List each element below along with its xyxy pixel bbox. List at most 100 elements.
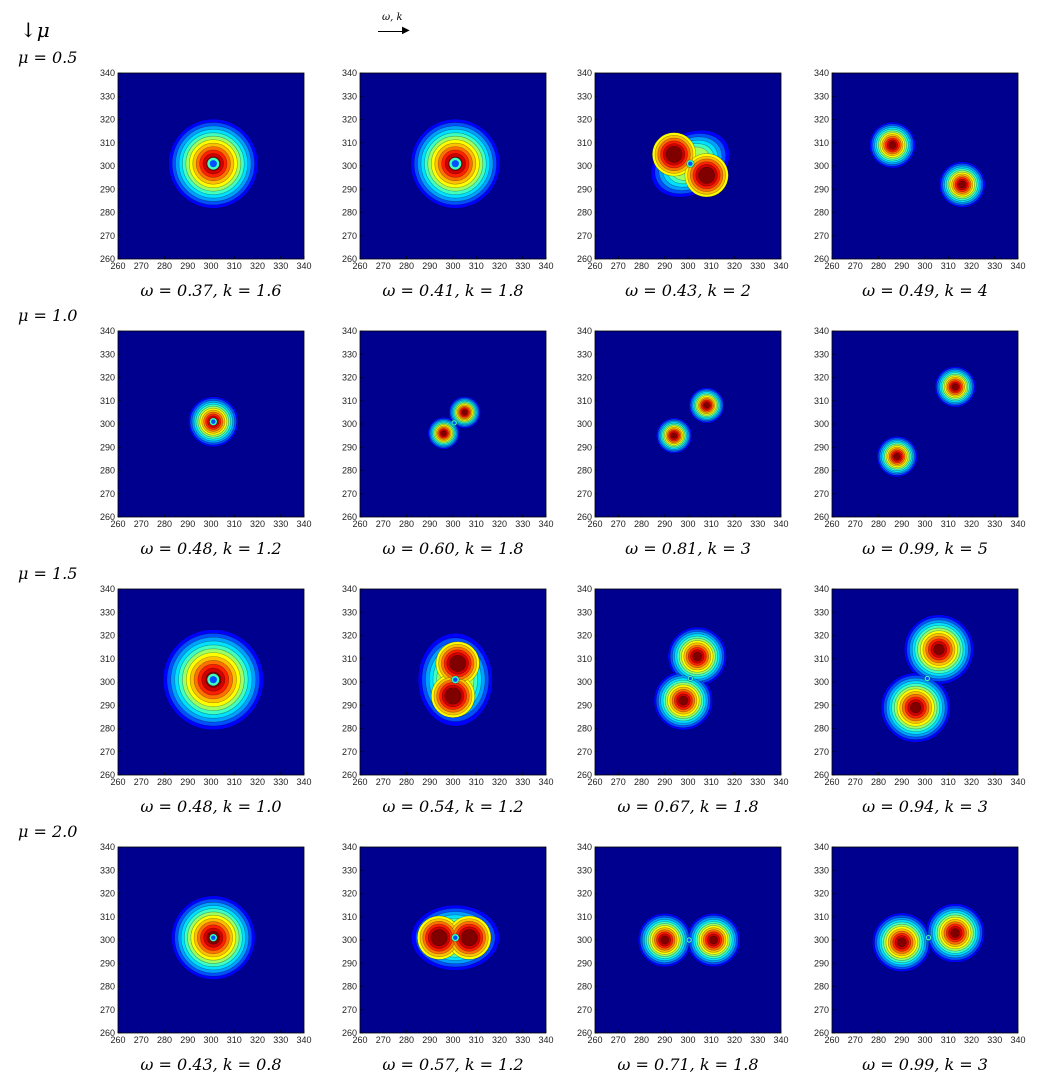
- x-tick-label: 290: [894, 777, 909, 787]
- y-tick-label: 290: [342, 700, 357, 710]
- contour-levels: [427, 396, 481, 450]
- y-tick-label: 300: [100, 161, 115, 171]
- x-tick-label: 260: [587, 1035, 602, 1045]
- x-tick-label: 300: [203, 519, 218, 529]
- x-tick-label: 340: [538, 1035, 553, 1045]
- plot-background: [832, 73, 1018, 259]
- panel-caption: ω = 0.48, k = 1.2: [140, 539, 282, 558]
- y-tick-label: 330: [814, 91, 829, 101]
- y-tick-label: 290: [577, 184, 592, 194]
- y-tick-label: 310: [342, 396, 357, 406]
- y-tick-label: 260: [342, 512, 357, 522]
- vortex-core-inner: [451, 160, 459, 168]
- contour-level: [660, 935, 670, 945]
- x-tick-label: 310: [469, 261, 484, 271]
- x-tick-label: 270: [376, 777, 391, 787]
- y-tick-label: 340: [814, 584, 829, 594]
- y-tick-label: 320: [577, 373, 592, 383]
- contour-level: [951, 383, 959, 391]
- x-tick-label: 340: [296, 777, 311, 787]
- vortex-core-inner: [925, 676, 929, 681]
- y-tick-label: 340: [342, 842, 357, 852]
- contour-panel: 260 270 280 290 300 310 320 330 340 260 270 280 290 3…: [342, 842, 554, 1047]
- x-tick-label: 280: [157, 261, 172, 271]
- x-tick-label: 290: [422, 1035, 437, 1045]
- contour-svg: 260 270 280 290 300 310 320 330 340 260 270 280 290 3…: [814, 68, 1026, 271]
- y-tick-label: 310: [342, 912, 357, 922]
- y-tick-label: 270: [814, 231, 829, 241]
- y-tick-label: 300: [814, 161, 829, 171]
- y-tick-label: 330: [100, 91, 115, 101]
- y-tick-label: 330: [814, 607, 829, 617]
- contour-svg: 260 270 280 290 300 310 320 330 340 260 270 280 290 3…: [100, 68, 312, 271]
- panel-caption: ω = 0.67, k = 1.8: [617, 797, 759, 816]
- contour-panel: 260 270 280 290 300 310 320 330 340 260 270 280 290 3…: [100, 68, 312, 273]
- x-tick-label: 320: [727, 777, 742, 787]
- x-tick-label: 290: [180, 777, 195, 787]
- y-tick-label: 280: [814, 724, 829, 734]
- y-tick-label: 300: [814, 677, 829, 687]
- x-tick-label: 290: [422, 777, 437, 787]
- y-tick-label: 320: [100, 373, 115, 383]
- y-tick-label: 270: [342, 1005, 357, 1015]
- omega-k-label: ω, k: [382, 12, 403, 23]
- contour-panel: 260 270 280 290 300 310 320 330 340 260 270 280 290 3…: [577, 326, 789, 531]
- omega-k-axis-arrow: ω, k ▶: [378, 12, 410, 42]
- vortex-core-inner: [688, 676, 692, 681]
- y-tick-label: 280: [342, 982, 357, 992]
- contour-level: [460, 929, 478, 947]
- y-tick-label: 270: [100, 1005, 115, 1015]
- y-tick-label: 270: [100, 747, 115, 757]
- y-tick-label: 290: [100, 184, 115, 194]
- x-tick-label: 270: [376, 519, 391, 529]
- y-tick-label: 330: [342, 91, 357, 101]
- y-tick-label: 260: [100, 1028, 115, 1038]
- y-tick-label: 340: [100, 584, 115, 594]
- x-tick-label: 320: [250, 519, 265, 529]
- y-tick-label: 290: [342, 442, 357, 452]
- x-tick-label: 330: [987, 261, 1002, 271]
- x-tick-label: 290: [657, 519, 672, 529]
- y-tick-label: 260: [814, 512, 829, 522]
- y-tick-label: 310: [342, 138, 357, 148]
- y-tick-label: 300: [100, 677, 115, 687]
- contour-level: [430, 929, 448, 947]
- y-tick-label: 330: [342, 865, 357, 875]
- x-tick-label: 330: [987, 777, 1002, 787]
- x-tick-label: 260: [352, 777, 367, 787]
- contour-panel: 260 270 280 290 300 310 320 330 340 260 270 280 290 3…: [100, 584, 312, 789]
- plot-background: [832, 331, 1018, 517]
- y-tick-label: 270: [814, 1005, 829, 1015]
- x-tick-label: 300: [680, 777, 695, 787]
- x-tick-label: 280: [634, 1035, 649, 1045]
- y-tick-label: 290: [342, 958, 357, 968]
- y-tick-label: 340: [814, 68, 829, 78]
- contour-svg: 260 270 280 290 300 310 320 330 340 260 270 280 290 3…: [577, 326, 789, 529]
- y-tick-label: 320: [577, 115, 592, 125]
- y-tick-label: 320: [100, 115, 115, 125]
- y-tick-label: 280: [342, 724, 357, 734]
- x-tick-label: 300: [445, 1035, 460, 1045]
- contour-levels: [653, 626, 728, 731]
- y-tick-label: 320: [814, 115, 829, 125]
- y-tick-label: 290: [100, 958, 115, 968]
- contour-level: [950, 928, 961, 938]
- y-tick-label: 270: [814, 489, 829, 499]
- contour-levels: [410, 118, 501, 209]
- y-tick-label: 300: [814, 935, 829, 945]
- x-tick-label: 280: [871, 519, 886, 529]
- y-tick-label: 260: [814, 254, 829, 264]
- x-tick-label: 300: [917, 261, 932, 271]
- x-tick-label: 320: [492, 261, 507, 271]
- y-tick-label: 300: [342, 419, 357, 429]
- x-tick-label: 340: [538, 519, 553, 529]
- y-tick-label: 260: [100, 770, 115, 780]
- contour-panel: 260 270 280 290 300 310 320 330 340 260 270 280 290 3…: [577, 68, 789, 273]
- y-tick-label: 330: [100, 607, 115, 617]
- panel-caption: ω = 0.57, k = 1.2: [382, 1055, 524, 1074]
- x-tick-label: 270: [134, 261, 149, 271]
- contour-level: [958, 180, 967, 189]
- x-tick-label: 320: [964, 519, 979, 529]
- y-tick-label: 270: [577, 231, 592, 241]
- panel-caption: ω = 0.48, k = 1.0: [140, 797, 282, 816]
